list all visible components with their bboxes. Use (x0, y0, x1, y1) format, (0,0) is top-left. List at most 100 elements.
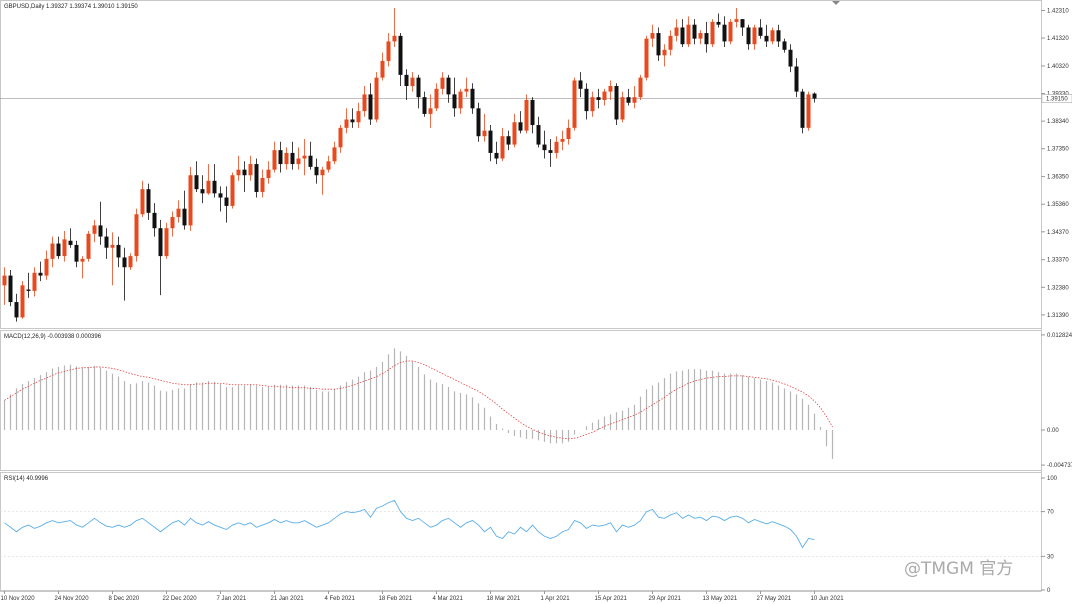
price-tick-label: 1.37350 (1047, 147, 1069, 153)
candle (362, 86, 367, 117)
candle (518, 111, 523, 134)
time-tick-label: 29 Apr 2021 (649, 596, 682, 602)
rsi-tick-label: 70 (1047, 510, 1054, 516)
candle-body (542, 144, 547, 151)
candle (410, 72, 415, 92)
candle-body (812, 93, 817, 99)
rsi-tick-label: 100 (1047, 476, 1058, 482)
candle (248, 155, 253, 181)
candle-body (146, 189, 151, 213)
candle-body (392, 35, 397, 42)
candle (14, 293, 19, 322)
candle-body (188, 175, 193, 226)
candle-body (722, 24, 727, 42)
candle (314, 158, 319, 184)
candle (368, 83, 373, 126)
candle-body (716, 21, 721, 25)
macd-tick-label: -0.004737 (1047, 463, 1072, 469)
candle (650, 24, 655, 47)
candle (80, 256, 85, 279)
time-tick-label: 18 Feb 2021 (379, 596, 413, 602)
candle-body (110, 244, 115, 248)
candle-body (332, 147, 337, 162)
candle (476, 102, 481, 142)
candle-body (464, 88, 469, 92)
candle-body (260, 178, 265, 192)
candle-body (704, 33, 709, 45)
candle (44, 250, 49, 280)
time-tick-label: 10 Jun 2021 (811, 596, 845, 602)
candle-body (140, 189, 145, 215)
candle (560, 130, 565, 151)
candle-body (560, 138, 565, 142)
candle (698, 30, 703, 45)
candle-body (158, 228, 163, 257)
candle (254, 158, 259, 198)
candle (704, 21, 709, 53)
price-tick-label: 1.40320 (1047, 64, 1069, 70)
candle-body (206, 180, 211, 194)
candle (164, 222, 169, 259)
candle-body (698, 33, 703, 39)
candle-body (458, 91, 463, 109)
candle (506, 130, 511, 151)
candle (380, 52, 385, 81)
candle-body (254, 164, 259, 192)
candle-body (170, 217, 175, 229)
macd-tick-label: 0.012824 (1047, 333, 1072, 339)
candle (386, 33, 391, 67)
price-axis: 1.31390 1.32380 1.33370 1.34370 1.35360 1.363… (0, 8, 1072, 319)
candle (776, 24, 781, 47)
time-tick-label: 15 Apr 2021 (595, 596, 628, 602)
candle-body (746, 27, 751, 45)
candle-body (584, 88, 589, 112)
time-tick-label: 21 Jan 2021 (271, 596, 305, 602)
candle-body (734, 19, 739, 22)
candle (422, 91, 427, 117)
candle (728, 19, 733, 45)
time-tick-label: 7 Jan 2021 (217, 596, 247, 602)
candle-body (512, 122, 517, 145)
candle-body (638, 77, 643, 98)
candle (236, 155, 241, 181)
candle (494, 141, 499, 165)
candle (530, 97, 535, 134)
candle-body (380, 60, 385, 78)
candle (800, 88, 805, 134)
candle-body (362, 94, 367, 112)
rsi-title: RSI(14) 40.9996 (4, 476, 49, 482)
candle (146, 183, 151, 220)
candle (260, 169, 265, 198)
candle (122, 247, 127, 301)
candle (170, 211, 175, 237)
candle-body (62, 239, 67, 257)
candle (620, 91, 625, 123)
candle-body (488, 130, 493, 153)
candle-body (26, 289, 31, 291)
candle-body (470, 88, 475, 109)
candle (488, 125, 493, 162)
candle (356, 102, 361, 128)
chart-shift-marker-icon[interactable] (832, 1, 840, 5)
candle-body (434, 88, 439, 109)
candle-body (806, 94, 811, 128)
candle-body (476, 108, 481, 137)
candle (722, 16, 727, 47)
candle (806, 91, 811, 131)
candle-body (212, 180, 217, 194)
candle-body (422, 97, 427, 114)
candle-body (644, 38, 649, 78)
candle-body (668, 35, 673, 50)
candle-body (14, 302, 19, 318)
candle (32, 267, 37, 297)
candle (194, 161, 199, 192)
candle-body (296, 158, 301, 165)
candle (668, 30, 673, 56)
rsi-pane-frame (0, 472, 1042, 591)
time-tick-label: 24 Nov 2020 (55, 596, 90, 602)
rsi-indicator: 100 70 30 0 (0, 476, 1058, 594)
candle (770, 27, 775, 45)
candle-body (614, 86, 619, 120)
candle-body (74, 244, 79, 262)
candle-body (356, 111, 361, 123)
